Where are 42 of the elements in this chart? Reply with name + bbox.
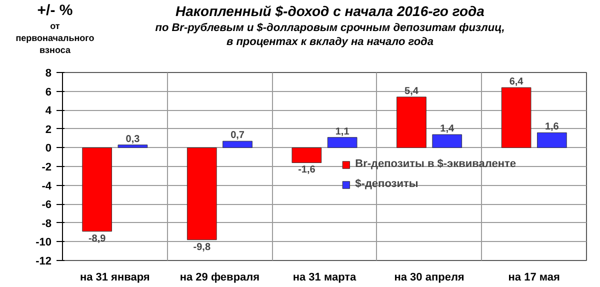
bar: [536, 132, 567, 148]
data-label: -9,8: [193, 242, 211, 253]
y-tick-label: -10: [36, 236, 52, 249]
bar: [222, 140, 252, 148]
bar: [186, 147, 217, 240]
text: от первоначального взноса: [14, 20, 96, 56]
bar: [118, 144, 148, 148]
x-tick-label: на 31 марта: [292, 272, 358, 284]
bar: [396, 96, 426, 148]
y-tick-label: -8: [42, 218, 52, 230]
y-tick-label: -4: [42, 180, 52, 192]
x-tick-label: на 29 февраля: [180, 272, 260, 284]
data-label: 0,3: [126, 134, 140, 145]
y-tick-label: 8: [45, 68, 52, 80]
y-axis-title: +/- %: [36, 2, 74, 20]
y-tick-label: -6: [42, 199, 52, 212]
y-tick-label: 2: [45, 124, 52, 136]
data-label: 5,4: [404, 86, 419, 97]
legend-label: Br-депозиты в $-эквиваленте: [355, 158, 516, 170]
bar: [82, 147, 112, 232]
data-label: 1,6: [544, 122, 560, 133]
x-tick-label: на 31 января: [80, 272, 150, 284]
bar: [292, 147, 322, 163]
legend-label: $-депозиты: [355, 178, 418, 190]
data-label: -8,9: [88, 233, 106, 244]
y-tick-label: -12: [36, 256, 52, 268]
chart-subtitle: по Br-рублевым и $-долларовым срочным депозитам физлиц, в процентах к вкладу на начало года: [155, 21, 505, 49]
y-tick-label: 4: [45, 105, 52, 118]
data-label: -1,6: [298, 164, 316, 176]
data-label: 1,4: [440, 124, 455, 135]
data-label: 0,7: [230, 130, 245, 142]
y-tick-label: 6: [45, 86, 52, 98]
chart-title: Накопленный $-доход с начала 2016-го года: [174, 2, 486, 21]
bar: [432, 134, 462, 148]
bar: [501, 87, 532, 148]
x-tick-label: на 30 апреля: [394, 272, 464, 284]
data-label: 1,1: [335, 126, 350, 138]
y-tick-label: -2: [42, 162, 52, 174]
y-tick-label: 0: [45, 142, 52, 155]
x-tick-label: на 17 мая: [508, 272, 560, 284]
bar: [327, 137, 358, 148]
data-label: 6,4: [509, 76, 524, 88]
